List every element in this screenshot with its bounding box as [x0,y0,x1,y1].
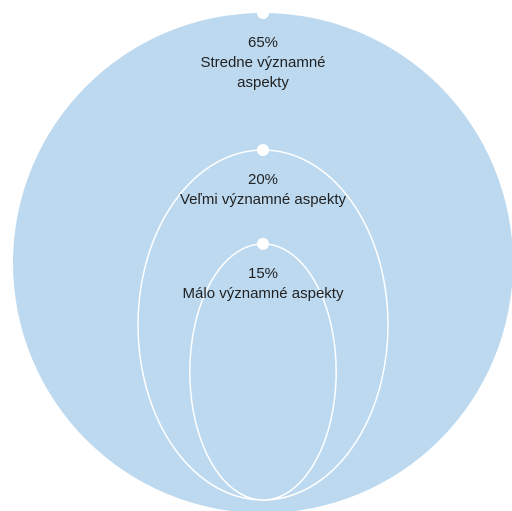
category-label: Veľmi významné aspekty [179,191,347,208]
category-label: Stredne významné aspekty [200,54,326,91]
label: 20% Veľmi významné aspekty [178,170,348,210]
value-label: 65% [247,34,279,51]
top-dot [257,7,269,19]
top-dot [257,237,269,250]
value-label: 15% [247,264,279,282]
label: 15% Málo významné aspekty [178,264,348,304]
value-label: 20% [247,171,279,188]
label: 65% Stredne významné aspekty [178,33,348,93]
top-dot [257,144,269,156]
category-label: Málo významné aspekty [182,284,344,302]
